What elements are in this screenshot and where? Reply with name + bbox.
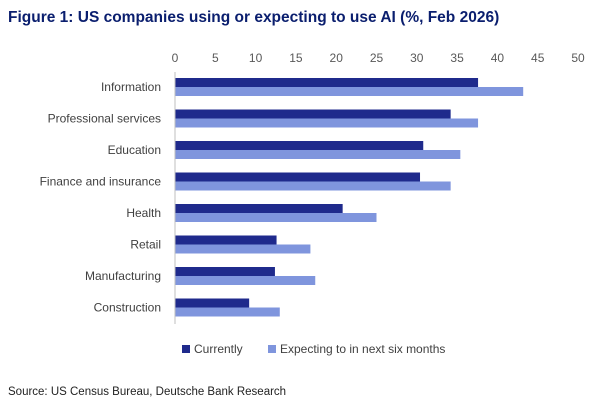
x-tick-label: 10 [249, 51, 263, 65]
x-tick-label: 50 [571, 51, 585, 65]
x-tick-label: 40 [491, 51, 505, 65]
legend-label-expecting: Expecting to in next six months [280, 342, 445, 356]
legend-label-currently: Currently [194, 342, 243, 356]
bar-currently [175, 298, 250, 308]
category-label: Information [101, 80, 161, 94]
bar-expecting [175, 150, 461, 159]
x-tick-label: 45 [531, 51, 545, 65]
bar-currently [175, 235, 277, 245]
bar-expecting [175, 181, 451, 191]
bar-expecting [175, 213, 377, 222]
category-label: Health [126, 206, 161, 220]
bar-currently [175, 141, 424, 150]
bar-expecting [175, 276, 316, 285]
bar-expecting [175, 118, 479, 128]
bar-currently [175, 172, 421, 182]
x-tick-label: 15 [289, 51, 303, 65]
x-tick-label: 30 [410, 51, 424, 65]
x-tick-label: 20 [330, 51, 344, 65]
category-label: Retail [130, 238, 161, 252]
bar-expecting [175, 307, 280, 317]
category-label: Construction [94, 301, 161, 315]
category-label: Manufacturing [85, 269, 161, 283]
x-tick-label: 0 [172, 51, 179, 65]
category-label: Education [108, 143, 161, 157]
bar-currently [175, 109, 451, 119]
category-label: Finance and insurance [40, 175, 162, 189]
x-tick-label: 25 [370, 51, 384, 65]
x-tick-label: 35 [450, 51, 464, 65]
legend-swatch-currently [182, 345, 190, 353]
bar-currently [175, 204, 343, 213]
category-label: Professional services [48, 112, 161, 126]
bar-expecting [175, 87, 524, 96]
legend-swatch-expecting [268, 345, 276, 353]
x-tick-label: 5 [212, 51, 219, 65]
bar-currently [175, 78, 479, 87]
bar-expecting [175, 244, 311, 254]
chart-title: Figure 1: US companies using or expectin… [8, 9, 500, 26]
chart-source: Source: US Census Bureau, Deutsche Bank … [8, 386, 287, 398]
bar-currently [175, 267, 275, 276]
